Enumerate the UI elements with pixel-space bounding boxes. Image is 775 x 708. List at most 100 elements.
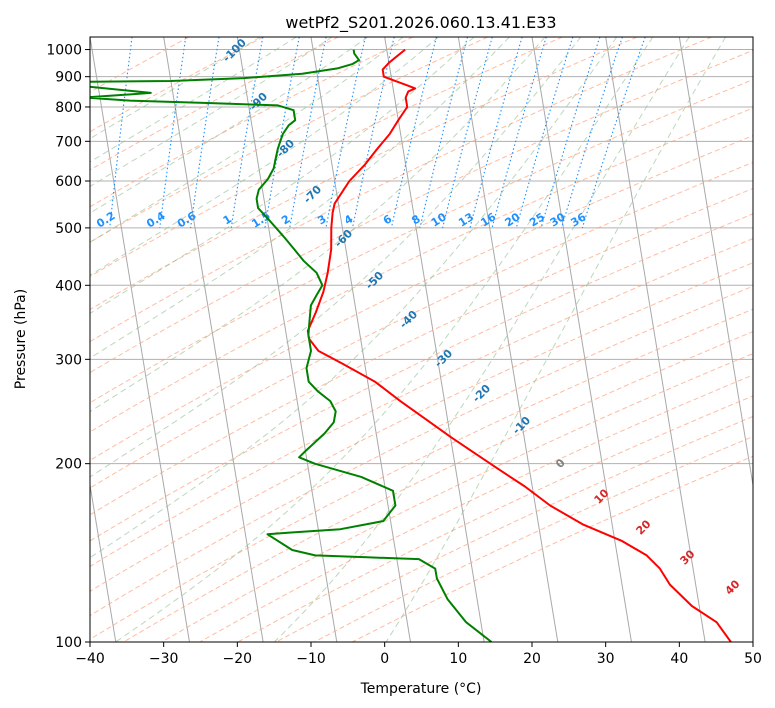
moist-adiabat-line <box>90 37 261 140</box>
dry-adiabat-line <box>90 213 753 542</box>
y-tick-label: 900 <box>55 70 82 86</box>
background-lines <box>63 37 753 642</box>
moist-adiabat-line <box>90 37 439 276</box>
y-tick-label: 300 <box>55 352 82 368</box>
moist-adiabat-line <box>90 37 368 214</box>
y-tick-label: 500 <box>55 221 82 237</box>
mixing-ratio-label: 25 <box>527 210 547 229</box>
chart-title: wetPf2_S201.2026.060.13.41.E33 <box>285 13 556 33</box>
moist-adiabat-label: 30 <box>678 547 698 567</box>
isotherm-line <box>90 482 117 642</box>
plot-frame <box>89 36 754 643</box>
mixing-ratio-line <box>540 37 601 229</box>
mixing-ratio-line <box>325 37 366 229</box>
dry-adiabat-line <box>161 352 753 642</box>
y-tick-label: 400 <box>55 278 82 294</box>
mixing-ratio-label: 8 <box>409 212 422 227</box>
isotherm-line <box>236 37 338 642</box>
dry-adiabat-label: -70 <box>301 183 324 206</box>
mixing-ratio-line <box>230 37 264 228</box>
dewpoint-profile-line <box>90 49 493 642</box>
mixing-ratio-line <box>390 37 437 229</box>
dry-adiabat-line <box>90 161 753 489</box>
moist-adiabat-line <box>385 37 727 642</box>
mixing-ratio-label: 1 <box>221 212 234 227</box>
dry-adiabat-line <box>90 37 712 343</box>
axes: −40 −30 −20 −10 0 10 20 30 40 50 100 200 300 400 500 60… <box>46 43 762 667</box>
dry-adiabat-line <box>90 37 638 311</box>
dry-adiabat-line <box>90 37 414 208</box>
x-tick-label: −30 <box>149 651 179 667</box>
mixing-ratio-label: 30 <box>548 210 568 229</box>
mixing-ratio-line <box>159 37 187 228</box>
mixing-ratio-label: 0.4 <box>144 209 168 231</box>
dry-adiabat-label: -10 <box>510 414 533 437</box>
dry-adiabat-line <box>90 37 563 278</box>
y-tick-label: 800 <box>55 100 82 116</box>
moist-adiabat-line <box>90 37 510 359</box>
isotherm-line <box>605 37 706 642</box>
isotherm-line <box>90 37 190 642</box>
moist-adiabat-line <box>274 37 690 642</box>
dry-adiabat-line <box>90 37 264 133</box>
mixing-ratio-line <box>351 37 395 229</box>
x-tick-label: −20 <box>223 651 253 667</box>
isotherm-line <box>457 37 559 642</box>
x-tick-label: 0 <box>380 651 389 667</box>
mixing-ratio-line <box>442 37 493 229</box>
moist-adiabat-line <box>90 37 475 314</box>
x-tick-label: 30 <box>597 651 615 667</box>
mixing-ratio-line <box>289 37 327 228</box>
dry-adiabat-line <box>275 415 753 642</box>
moist-adiabat-line <box>90 37 546 413</box>
dry-adiabat-line <box>90 37 339 171</box>
y-tick-label: 700 <box>55 134 82 150</box>
x-tick-label: −10 <box>296 651 326 667</box>
dry-adiabat-line <box>90 187 753 516</box>
dry-adiabat-line <box>313 436 753 642</box>
dry-adiabat-line <box>90 238 753 568</box>
mixing-ratio-line <box>109 37 133 228</box>
mixing-ratio-line <box>63 37 82 228</box>
x-tick-label: −40 <box>75 651 105 667</box>
mixing-ratio-line <box>469 37 523 229</box>
x-tick-label: 50 <box>744 651 762 667</box>
dry-adiabat-line <box>90 37 488 243</box>
moist-adiabat-label: 20 <box>634 517 654 537</box>
mixing-ratio-label: 2 <box>279 212 292 227</box>
mixing-ratio-line <box>581 37 646 229</box>
x-tick-label: 20 <box>523 651 541 667</box>
isotherm-line <box>678 37 753 489</box>
dry-adiabat-line <box>90 308 753 640</box>
dry-adiabat-label: -50 <box>363 269 386 292</box>
dry-adiabat-line <box>90 49 753 374</box>
mixing-ratio-line <box>419 37 469 229</box>
x-axis-label: Temperature (°C) <box>360 681 482 697</box>
isotherm-line <box>752 37 753 41</box>
dry-adiabat-line <box>90 285 753 617</box>
y-tick-label: 100 <box>55 635 82 651</box>
moist-adiabat-label: 40 <box>723 577 743 597</box>
mixing-ratio-label: 20 <box>503 210 523 229</box>
mixing-ratio-label: 10 <box>429 210 449 229</box>
mixing-ratio-label: 16 <box>478 210 498 229</box>
isotherm-line <box>531 37 632 642</box>
y-axis-label: Pressure (hPa) <box>13 289 29 389</box>
dry-adiabat-line <box>90 79 753 404</box>
dry-adiabat-line <box>90 262 753 592</box>
moist-adiabat-line <box>90 37 404 243</box>
y-tick-label: 1000 <box>46 43 82 59</box>
temperature-profile-line <box>306 48 732 642</box>
y-tick-label: 600 <box>55 174 82 190</box>
mixing-ratio-line <box>560 37 623 229</box>
mixing-ratio-label: 13 <box>456 210 476 229</box>
dry-adiabat-label: -100 <box>220 36 249 65</box>
dry-adiabat-line <box>90 135 753 461</box>
mixing-ratio-line <box>491 37 547 229</box>
isotherm-line <box>163 37 264 642</box>
dry-adiabat-line <box>123 331 753 642</box>
moist-adiabat-line <box>90 37 582 478</box>
profiles <box>90 48 732 642</box>
dry-adiabat-line <box>90 107 753 433</box>
